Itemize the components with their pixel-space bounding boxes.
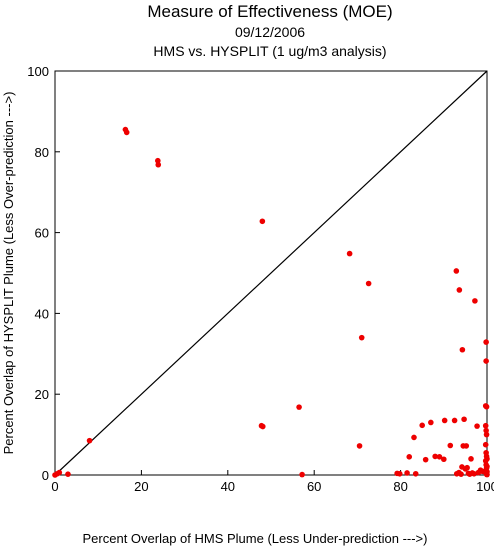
data-point [441, 417, 448, 424]
x-axis-label: Percent Overlap of HMS Plume (Less Under… [83, 531, 428, 546]
data-point [422, 456, 429, 463]
plot-border [54, 70, 488, 476]
data-point [474, 423, 480, 429]
data-point [484, 468, 490, 475]
data-point [404, 470, 410, 476]
y-tick-label: 100 [27, 64, 49, 79]
data-point [459, 346, 466, 353]
chart-subtitle: HMS vs. HYSPLIT (1 ug/m3 analysis) [153, 43, 386, 59]
data-point [65, 471, 71, 477]
x-tick-label: 100 [476, 479, 494, 494]
data-point [456, 287, 463, 293]
data-point [464, 464, 470, 471]
data-point [365, 280, 372, 287]
y-tick-label: 80 [35, 145, 49, 160]
data-point [483, 427, 489, 434]
data-point [299, 471, 305, 478]
x-tick-label: 60 [307, 479, 321, 494]
data-point [471, 470, 477, 477]
data-point [447, 442, 454, 449]
data-point [451, 417, 458, 424]
data-point [483, 339, 489, 345]
data-point [483, 431, 490, 438]
data-point [432, 453, 438, 460]
data-points [52, 126, 490, 478]
data-point [406, 454, 413, 460]
x-axis-ticks: 0 20 40 60 80 100 [51, 470, 494, 494]
chart-date: 09/12/2006 [235, 24, 305, 40]
data-point [463, 443, 470, 449]
y-tick-label: 60 [35, 226, 49, 241]
y-tick-label: 20 [35, 387, 49, 402]
x-tick-label: 20 [134, 479, 148, 494]
data-point [396, 470, 403, 477]
y-tick-label: 40 [35, 306, 49, 321]
data-point [482, 441, 489, 448]
data-point [482, 422, 489, 429]
data-point [441, 456, 447, 463]
data-point [346, 250, 353, 257]
data-point [412, 470, 419, 477]
data-point [458, 471, 464, 477]
y-axis-ticks: 0 20 40 60 80 100 [27, 64, 60, 483]
data-point [259, 218, 266, 225]
data-point [428, 419, 434, 426]
data-point [483, 403, 490, 410]
data-point [358, 334, 365, 341]
y-axis-label: Percent Overlap of HYSPLIT Plume (Less O… [1, 92, 16, 455]
chart-title: Measure of Effectiveness (MOE) [147, 2, 392, 21]
data-point [453, 268, 460, 274]
data-point [419, 422, 426, 429]
data-point [411, 434, 417, 441]
data-point [56, 469, 63, 476]
one-to-one-line [54, 70, 488, 476]
data-point [472, 298, 478, 304]
y-tick-label: 0 [42, 468, 49, 483]
data-point [484, 456, 490, 462]
data-point [86, 437, 93, 444]
data-point [296, 404, 302, 410]
data-point [155, 157, 161, 164]
data-point [436, 454, 443, 460]
data-point [155, 161, 162, 168]
data-point [123, 129, 130, 136]
data-point [483, 358, 489, 364]
x-tick-label: 0 [51, 479, 58, 494]
x-tick-label: 40 [221, 479, 235, 494]
data-point [484, 463, 490, 470]
data-point [468, 456, 474, 462]
data-point [461, 416, 467, 423]
data-point [259, 423, 266, 430]
x-tick-label: 80 [393, 479, 407, 494]
data-point [356, 443, 363, 449]
plot-frame [54, 70, 488, 476]
